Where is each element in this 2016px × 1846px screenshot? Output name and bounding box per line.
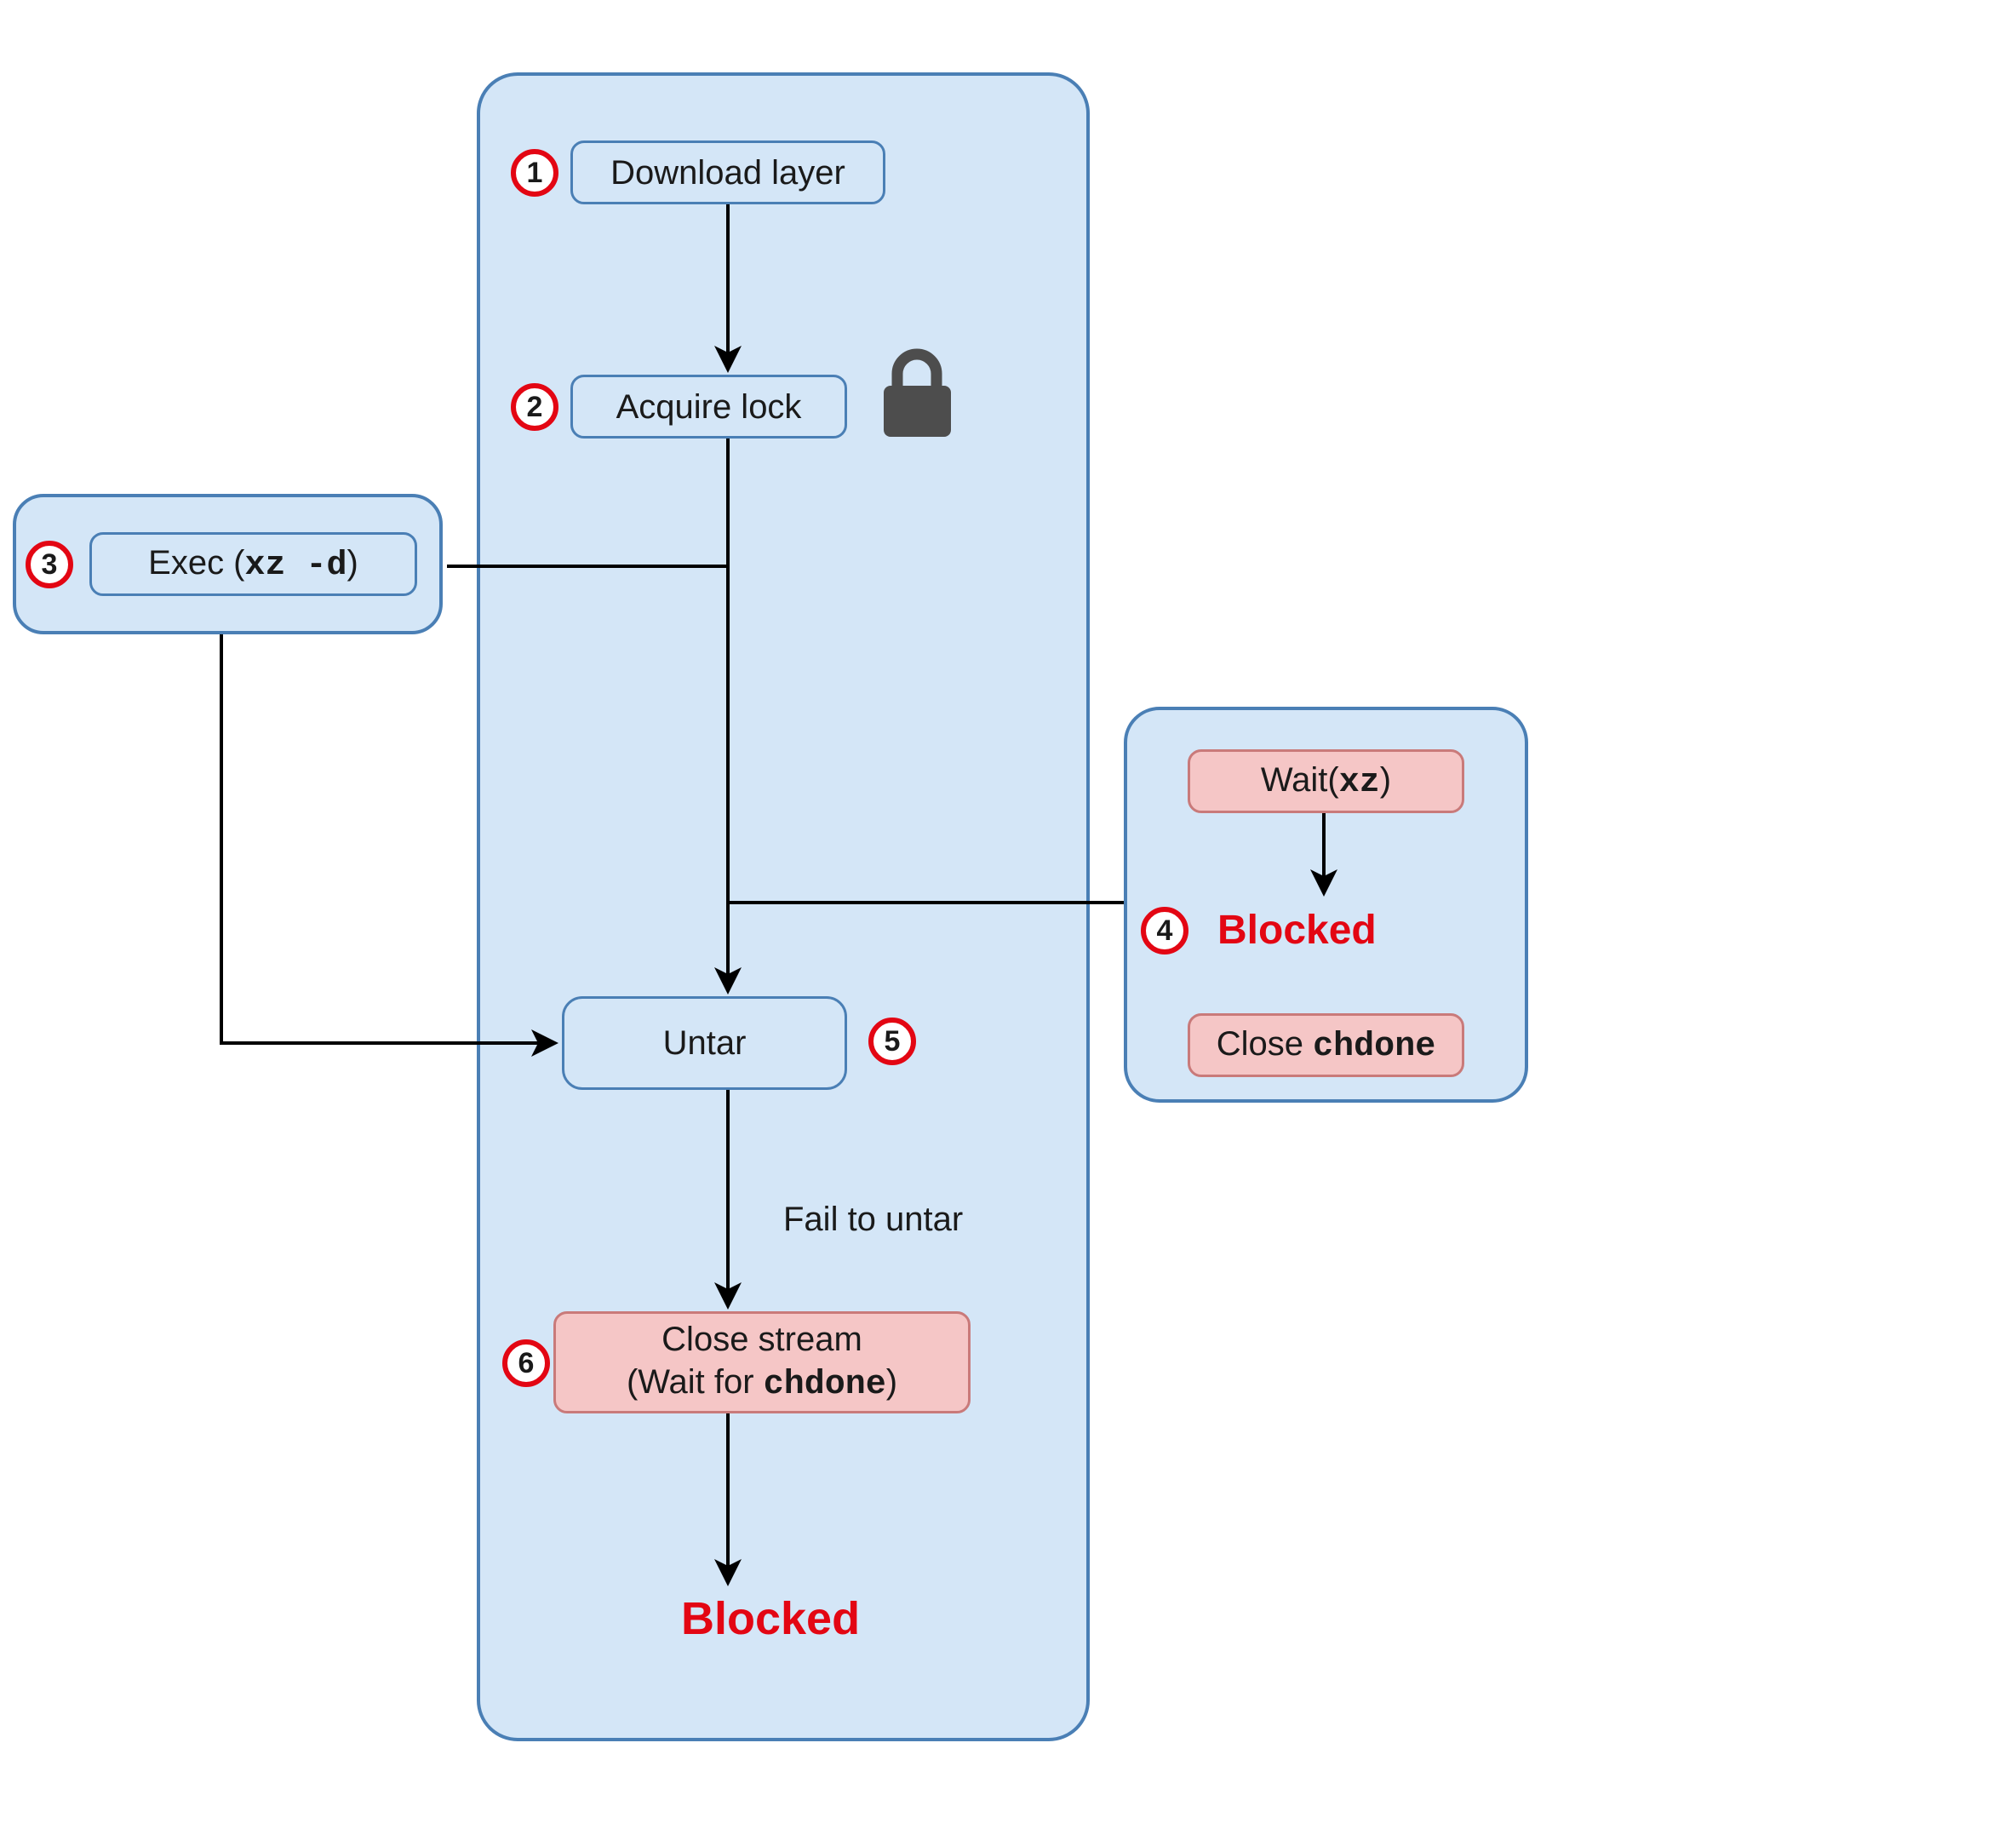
label-fail-to-untar: Fail to untar	[783, 1201, 963, 1239]
node-acquire-label: Acquire lock	[616, 386, 802, 428]
step-badge-2: 2	[511, 383, 558, 431]
step-badge-4: 4	[1141, 907, 1188, 955]
node-untar: Untar	[562, 996, 847, 1090]
node-wait-xz: Wait(xz)	[1188, 749, 1464, 813]
label-blocked-main: Blocked	[681, 1592, 860, 1645]
node-wait-xz-label: Wait(xz)	[1261, 759, 1391, 805]
node-close-chdone: Close chdone	[1188, 1013, 1464, 1077]
lock-icon	[877, 345, 958, 439]
step-badge-3: 3	[26, 541, 73, 588]
step-badge-5: 5	[868, 1018, 916, 1065]
node-download: Download layer	[570, 140, 885, 204]
node-exec: Exec (xz -d)	[89, 532, 417, 596]
step-badge-1: 1	[511, 149, 558, 197]
node-download-label: Download layer	[610, 152, 845, 194]
label-blocked-right: Blocked	[1217, 907, 1377, 954]
node-close-chdone-label: Close chdone	[1217, 1023, 1435, 1069]
label-blocked-main-text: Blocked	[681, 1593, 860, 1644]
step-badge-6: 6	[502, 1339, 550, 1387]
node-untar-label: Untar	[663, 1022, 747, 1064]
label-fail-text: Fail to untar	[783, 1201, 963, 1238]
label-blocked-right-text: Blocked	[1217, 908, 1377, 953]
node-exec-label: Exec (xz -d)	[148, 542, 358, 588]
node-close-stream: Close stream(Wait for chdone)	[553, 1311, 971, 1413]
panel-main	[477, 72, 1090, 1741]
node-close-stream-label: Close stream(Wait for chdone)	[627, 1318, 897, 1407]
node-acquire: Acquire lock	[570, 375, 847, 439]
